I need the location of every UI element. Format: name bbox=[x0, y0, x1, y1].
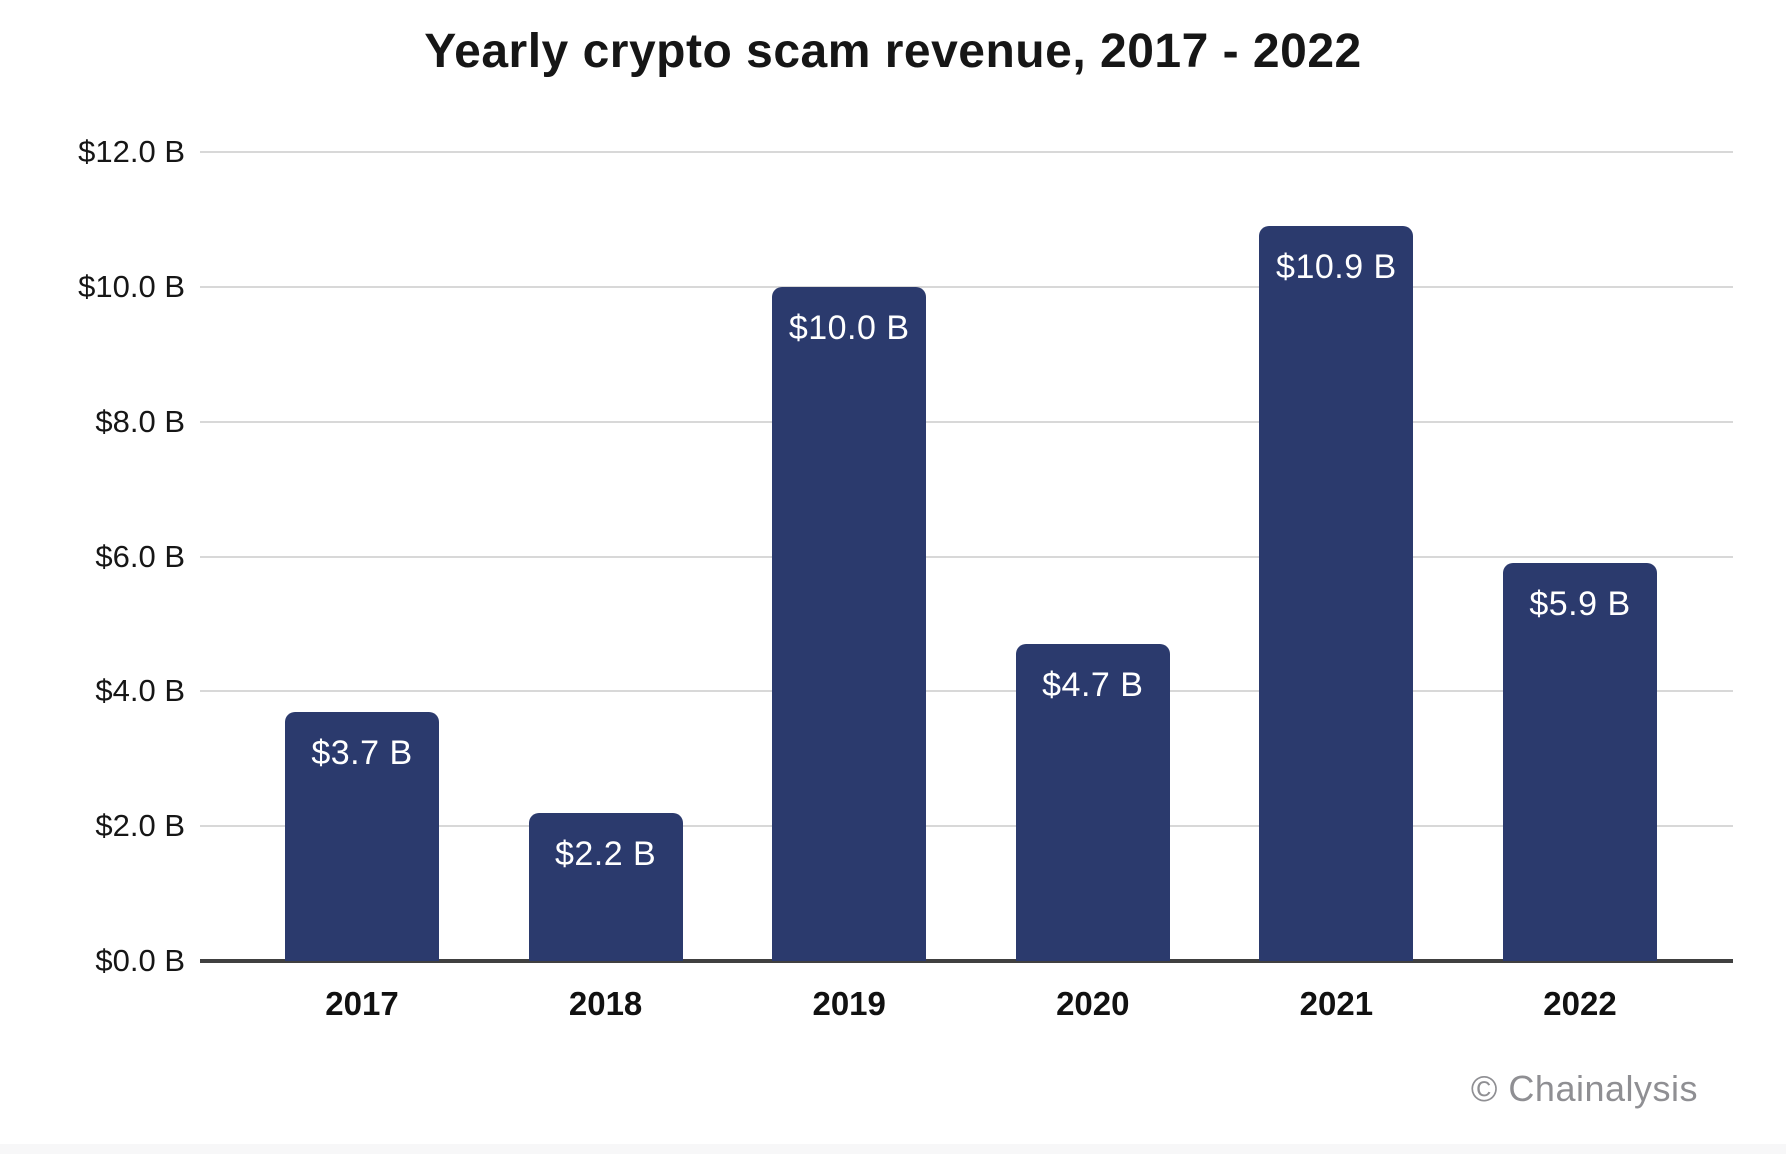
gridline bbox=[200, 285, 1733, 288]
bar-2019: $10.0 B bbox=[772, 286, 927, 961]
bar-2018: $2.2 B bbox=[528, 812, 683, 961]
x-axis-tick-label: 2019 bbox=[812, 985, 886, 1022]
bar-value-label: $4.7 B bbox=[1042, 666, 1144, 705]
bar-2020: $4.7 B bbox=[1015, 644, 1170, 961]
x-axis-tick-label: 2021 bbox=[1299, 985, 1374, 1022]
bar-value-label: $10.0 B bbox=[788, 308, 910, 347]
x-axis-tick-label: 2017 bbox=[325, 985, 399, 1022]
bar-value-label: $2.2 B bbox=[554, 834, 657, 873]
gridline bbox=[200, 555, 1733, 558]
y-axis-tick-label: $10.0 B bbox=[78, 268, 185, 304]
bar-2017: $3.7 B bbox=[285, 711, 439, 961]
chart-title: Yearly crypto scam revenue, 2017 - 2022 bbox=[424, 25, 1362, 78]
y-axis-tick-label: $2.0 B bbox=[95, 808, 185, 844]
bar-2022: $5.9 B bbox=[1503, 563, 1657, 961]
bar-value-label: $5.9 B bbox=[1529, 585, 1631, 624]
y-axis-tick-label: $0.0 B bbox=[95, 943, 185, 978]
y-axis-tick-label: $8.0 B bbox=[95, 403, 185, 439]
x-axis-line bbox=[200, 959, 1733, 963]
gridline bbox=[200, 151, 1733, 153]
y-axis-tick-label: $4.0 B bbox=[95, 673, 185, 709]
x-axis-tick-label: 2022 bbox=[1543, 985, 1617, 1022]
bar-value-label: $3.7 B bbox=[311, 733, 413, 772]
chainalysis-attribution: © Chainalysis bbox=[1470, 1068, 1698, 1109]
gridline bbox=[200, 825, 1733, 828]
plot-area: $3.7 B $2.2 B $10.0 B $4.7 B $10.9 B $5.9 B bbox=[200, 151, 1733, 963]
gridline bbox=[200, 690, 1733, 693]
gridline bbox=[200, 420, 1733, 423]
y-axis-tick-label: $6.0 B bbox=[95, 538, 185, 574]
x-axis-tick-label: 2020 bbox=[1056, 985, 1130, 1022]
bar-2021: $10.9 B bbox=[1259, 226, 1414, 961]
bar-value-label: $10.9 B bbox=[1276, 248, 1397, 287]
y-axis-tick-label: $12.0 B bbox=[78, 134, 185, 169]
footer-strip bbox=[0, 1144, 1786, 1154]
x-axis-tick-label: 2018 bbox=[568, 985, 643, 1022]
